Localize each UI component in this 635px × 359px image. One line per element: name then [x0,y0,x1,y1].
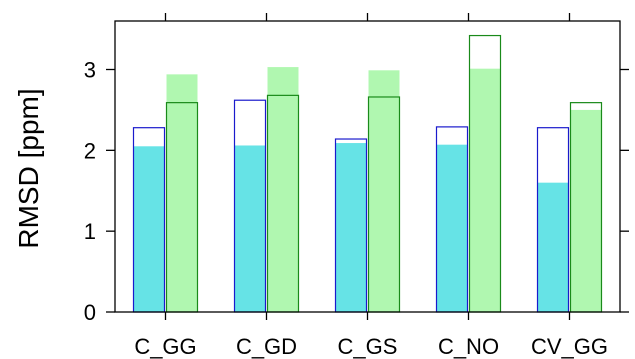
x-tick-label: C_GG [134,334,196,359]
y-axis-title: RMSD [ppm] [13,88,44,248]
bar-fill-c-no-2 [469,68,501,312]
bar-fill-c-no-1 [436,144,468,312]
plot-bars [132,34,603,313]
bar-fill-c-gg-1 [133,146,165,312]
x-tick-label: C_NO [438,334,499,359]
bar-fill-c-gg-2 [166,74,198,312]
x-tick-label: C_GD [236,334,297,359]
y-tick-label: 2 [84,138,96,163]
bar-fill-c-gd-2 [267,67,299,312]
x-tick-label: CV_GG [531,334,608,359]
bar-fill-cv-gg-1 [537,182,569,312]
y-tick-label: 3 [84,58,96,83]
bar-fill-c-gs-1 [335,143,367,312]
bar-fill-c-gs-2 [368,70,400,312]
y-tick-label: 0 [84,300,96,325]
x-tick-label: C_GS [338,334,398,359]
y-tick-label: 1 [84,219,96,244]
bar-fill-cv-gg-2 [570,109,602,313]
axis-ticks: C_GG C_GD C_GS C_NO CV_GG 0 1 2 3 [84,13,629,359]
bar-fill-c-gd-1 [234,145,266,312]
